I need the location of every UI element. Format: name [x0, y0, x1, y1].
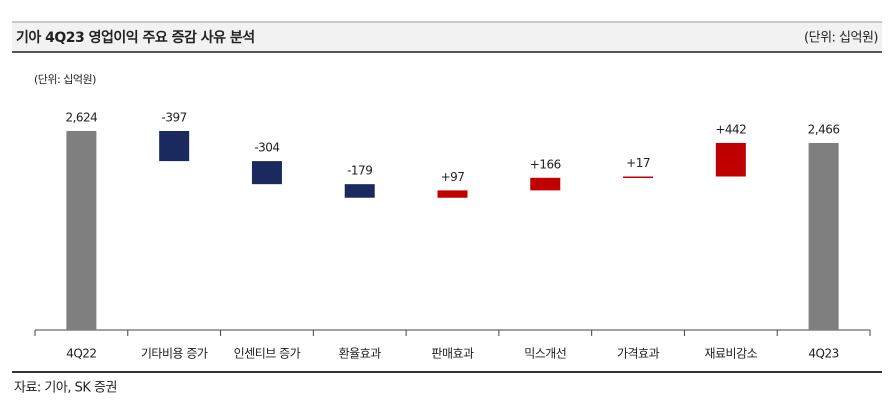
unit-label: (단위: 십억원)	[34, 73, 96, 86]
x-tick-label: 믹스개선	[524, 347, 566, 361]
value-label: 2,466	[808, 122, 840, 136]
bar	[344, 184, 375, 198]
x-tick-label: 4Q23	[808, 347, 838, 361]
bar	[715, 142, 746, 177]
bar	[159, 131, 190, 162]
value-label: +17	[626, 156, 650, 170]
value-label: +442	[715, 122, 746, 136]
bar	[437, 190, 468, 198]
value-label: 2,624	[65, 111, 97, 125]
page-unit: (단위: 십억원)	[804, 31, 878, 46]
bar	[808, 142, 839, 330]
bar	[623, 176, 654, 179]
x-tick-label: 환율효과	[339, 347, 382, 361]
x-tick-label: 판매효과	[431, 347, 474, 361]
value-label: +166	[530, 157, 561, 171]
bar	[66, 131, 97, 330]
bar	[530, 177, 561, 191]
x-tick-label: 재료비감소	[704, 347, 757, 361]
value-label: -304	[254, 141, 279, 155]
bar	[251, 161, 282, 185]
value-label: -397	[162, 111, 187, 125]
page-title: 기아 4Q23 영업이익 주요 증감 사유 분석	[16, 29, 255, 46]
value-label: -179	[347, 164, 372, 178]
source-note: 자료: 기아, SK 증권	[14, 381, 117, 396]
title-band	[12, 22, 882, 52]
x-tick-label: 가격효과	[617, 347, 660, 361]
x-tick-label: 4Q22	[66, 347, 96, 361]
x-tick-label: 인센티브 증가	[234, 347, 301, 361]
value-label: +97	[441, 170, 465, 184]
x-tick-label: 기타비용 증가	[141, 347, 208, 361]
